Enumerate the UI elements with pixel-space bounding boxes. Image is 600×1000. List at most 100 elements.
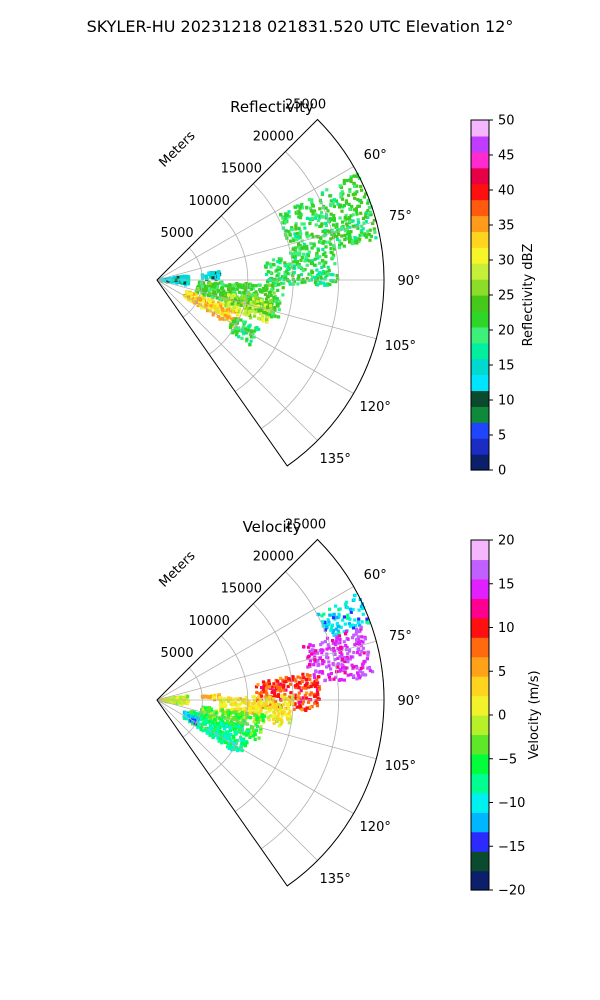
echo-gate [324, 216, 328, 220]
echo-gate [366, 201, 370, 205]
echo-gate [228, 728, 232, 732]
echo-gate [357, 204, 361, 208]
echo-gate [352, 181, 356, 185]
echo-gate [191, 720, 195, 724]
echo-gate [283, 272, 287, 276]
echo-gate [335, 615, 339, 619]
echo-gate [368, 238, 372, 242]
echo-gate [355, 637, 359, 642]
echo-gate [339, 645, 343, 649]
colorbar-band [471, 326, 489, 344]
echo-gate [326, 209, 330, 213]
echo-gate [261, 314, 265, 318]
echo-gate [283, 218, 287, 222]
echo-gate [239, 724, 243, 729]
echo-gate [332, 612, 336, 616]
echo-gate [346, 660, 350, 664]
echo-gate [246, 715, 250, 719]
echo-gate [272, 721, 276, 725]
echo-gate [366, 650, 370, 654]
echo-gate [341, 192, 345, 196]
echo-gate [248, 282, 253, 286]
echo-gate [360, 635, 364, 639]
echo-gate [242, 294, 247, 299]
echo-gate [309, 691, 313, 695]
echo-gate [308, 221, 312, 226]
echo-gate [230, 307, 234, 311]
echo-gate [255, 299, 259, 303]
echo-gate [327, 646, 331, 650]
echo-gate [348, 624, 353, 628]
echo-gate [311, 216, 315, 220]
echo-gate [282, 680, 286, 684]
echo-gate [205, 719, 209, 724]
echo-gate [357, 643, 362, 647]
echo-gate [244, 327, 248, 332]
echo-gate [275, 268, 279, 272]
echo-gate [273, 712, 277, 716]
echo-gate [355, 175, 359, 179]
echo-gate [366, 209, 370, 213]
echo-gate [311, 235, 315, 239]
echo-gate [236, 311, 240, 315]
echo-gate [235, 321, 239, 325]
echo-gate [252, 291, 256, 295]
echo-gate [344, 666, 348, 670]
range-ring [234, 603, 294, 812]
echo-gate [221, 724, 225, 728]
echo-gate [269, 270, 273, 274]
echo-gate [217, 289, 221, 293]
echo-gate [295, 260, 300, 264]
echo-gate [243, 719, 247, 723]
echo-gate [218, 281, 222, 285]
echo-gate [254, 685, 259, 689]
echo-gate [231, 745, 235, 749]
velocity-panel: Velocity 60° 75° 90° 105° 120° 135° 5000 10000 1… [156, 518, 421, 887]
echo-gate [293, 255, 297, 259]
echo-gate [287, 229, 291, 234]
echo-gate [167, 277, 171, 281]
echo-gate [329, 626, 334, 630]
echo-gate [324, 245, 328, 249]
echo-gate [342, 181, 346, 186]
echo-gate [347, 235, 351, 239]
echo-gate [356, 620, 360, 625]
echo-gate [365, 657, 369, 661]
echo-gate [265, 297, 269, 301]
echo-gate [220, 708, 224, 712]
echo-gate [250, 309, 254, 313]
echo-gate [323, 640, 327, 644]
colorbar-band [471, 637, 489, 658]
echo-gate [307, 259, 311, 263]
echo-gate [359, 625, 363, 629]
echo-gate [271, 258, 276, 262]
colorbar-band [471, 151, 489, 169]
echo-gate [292, 239, 296, 243]
echo-gate [354, 632, 358, 636]
echo-gate [253, 697, 257, 701]
echo-gate [342, 630, 346, 634]
echo-gate [315, 702, 319, 706]
echo-gate [340, 209, 344, 213]
echo-gate [338, 637, 342, 642]
echo-gate [360, 188, 364, 192]
echo-gate [254, 728, 258, 732]
radial-tick-label: 25000 [285, 518, 326, 533]
echo-gate [347, 193, 351, 197]
echo-gate [320, 651, 324, 655]
echo-gate [218, 730, 223, 734]
echo-gate [226, 734, 230, 738]
echo-gate [275, 297, 279, 301]
echo-gate [187, 714, 191, 718]
echo-gate [328, 194, 332, 198]
echo-gate [267, 679, 271, 683]
echo-gate [228, 737, 232, 741]
echo-gate [368, 228, 372, 232]
echo-gate [230, 297, 235, 301]
echo-gate [332, 217, 336, 221]
echo-gate [253, 314, 257, 318]
echo-gate [220, 306, 224, 310]
velocity-colorbar-ticks: −20 −15 −10 −5 0 5 10 15 20 [489, 534, 525, 899]
echo-gate [305, 673, 309, 677]
echo-gate [241, 320, 246, 324]
